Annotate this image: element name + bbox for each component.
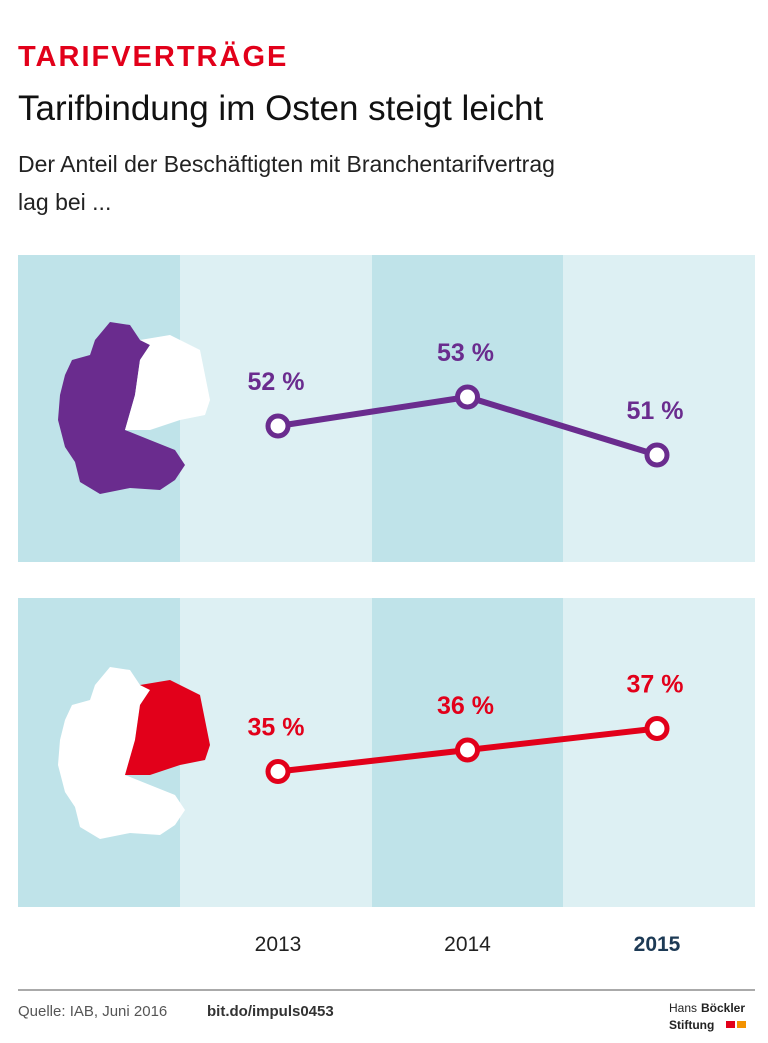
point — [644, 442, 670, 468]
x-tick-label: 2014 — [444, 933, 491, 956]
panel-east — [18, 598, 755, 907]
point — [265, 759, 291, 784]
band — [563, 598, 755, 907]
kicker: TARIFVERTRÄGE — [18, 40, 288, 73]
map — [58, 322, 210, 494]
panel-west — [18, 255, 755, 562]
point — [455, 384, 480, 410]
link: bit.do/impuls0453 — [207, 1003, 334, 1020]
logo: Hans — [669, 1001, 697, 1015]
value-label: 52 % — [248, 368, 305, 396]
value-label: 53 % — [437, 339, 494, 367]
point — [455, 737, 480, 763]
point — [644, 716, 670, 741]
map — [58, 667, 210, 839]
point — [265, 413, 291, 439]
value-label: 36 % — [437, 692, 494, 720]
band — [180, 598, 372, 907]
title: Tarifbindung im Osten steigt leicht — [18, 89, 544, 128]
subtitle: Der Anteil der Beschäftigten mit Branche… — [18, 151, 555, 177]
subtitle: lag bei ... — [18, 189, 111, 215]
value-label: 51 % — [627, 397, 684, 425]
source: Quelle: IAB, Juni 2016 — [18, 1003, 167, 1020]
x-tick-label: 2015 — [634, 933, 681, 956]
logo: Stiftung — [669, 1018, 714, 1032]
logo: Böckler — [701, 1001, 745, 1015]
logo-mark — [726, 1021, 735, 1028]
value-label: 35 % — [248, 714, 305, 742]
logo-mark — [737, 1021, 746, 1028]
value-label: 37 % — [627, 671, 684, 699]
band — [563, 255, 755, 562]
band — [180, 255, 372, 562]
x-tick-label: 2013 — [255, 933, 302, 956]
